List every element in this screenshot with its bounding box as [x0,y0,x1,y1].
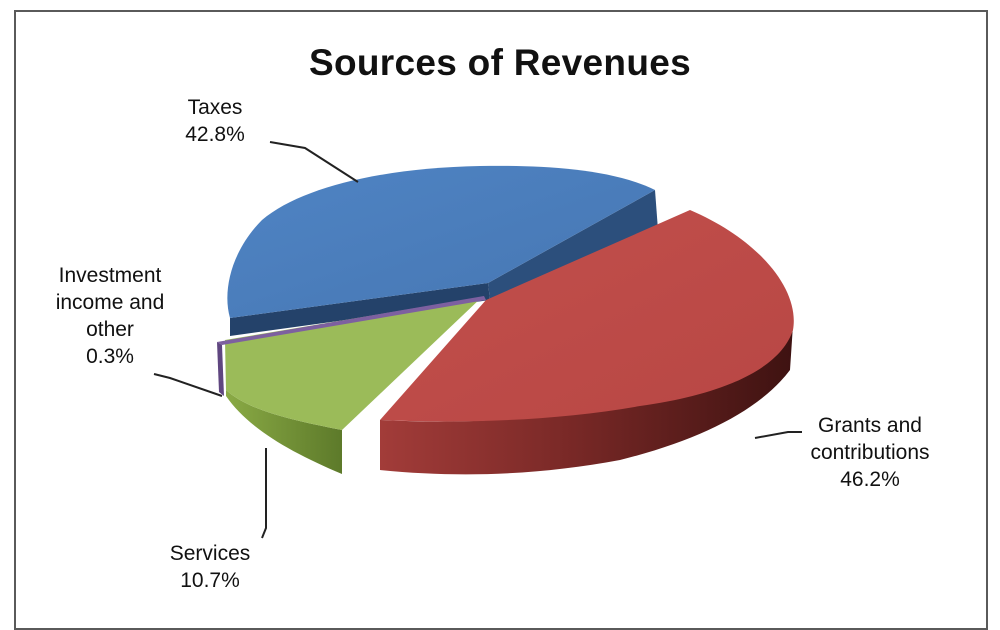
leader-investment [154,374,222,396]
slice-investment-side [217,342,224,396]
data-label-services-name: Services [150,540,270,567]
data-label-services-value: 10.7% [150,567,270,594]
data-label-taxes-value: 42.8% [160,121,270,148]
data-label-investment-value: 0.3% [30,343,190,370]
leader-taxes [270,142,358,182]
leader-services [262,448,266,538]
data-label-taxes: Taxes 42.8% [160,94,270,148]
data-label-investment-name: Investment income and other [35,262,185,343]
data-label-taxes-name: Taxes [160,94,270,121]
data-label-grants: Grants and contributions 46.2% [770,412,970,493]
data-label-services: Services 10.7% [150,540,270,594]
data-label-grants-value: 46.2% [770,466,970,493]
data-label-grants-name: Grants and contributions [775,412,965,466]
data-label-investment: Investment income and other 0.3% [30,262,190,370]
